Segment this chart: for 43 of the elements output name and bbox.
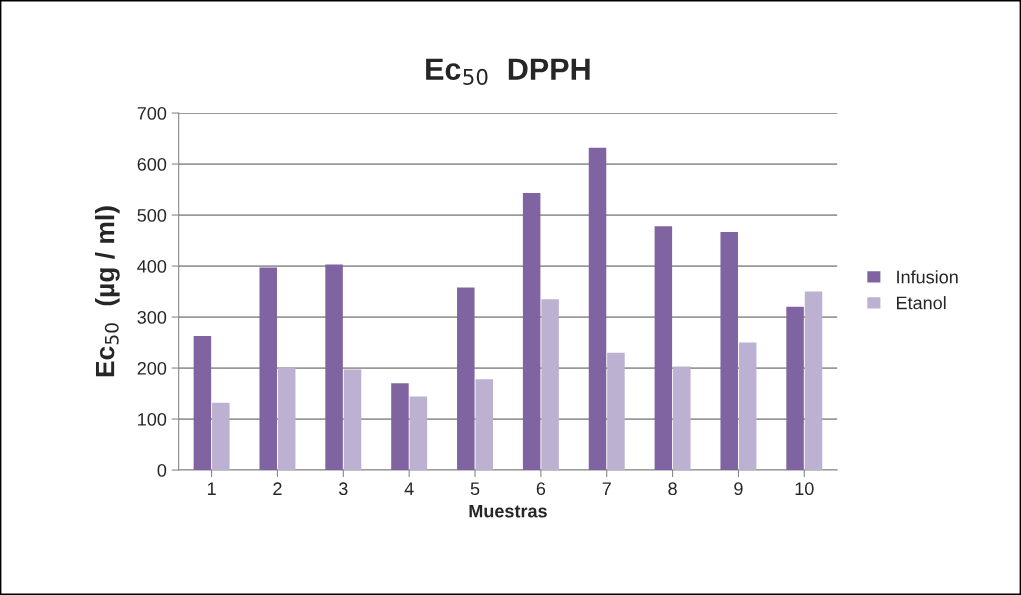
bar [654,226,673,471]
bar [277,368,296,471]
x-tick-label: 4 [404,482,414,495]
legend-label: Etanol [897,296,946,310]
bar [343,369,362,471]
chart-title: Ec$_{50}$ DPPH [426,58,590,85]
x-tick-label: 3 [338,482,348,496]
x-tick-label: 1 [207,482,216,495]
bar [738,342,757,471]
y-tick-label: 500 [137,208,167,222]
bar [804,291,823,471]
y-tick-label: 100 [138,412,167,426]
bar [588,147,607,471]
bar [475,379,493,471]
bar [720,231,738,471]
bar [325,264,343,471]
bar [193,335,212,471]
y-tick-label: 0 [157,463,167,477]
x-tick-label: 5 [470,482,480,496]
bar [522,193,541,471]
x-tick-label: 8 [668,482,677,496]
x-tick-label: 2 [273,482,282,495]
y-tick-label: 300 [137,310,167,324]
legend-label: Infusion [897,270,958,284]
bar [212,402,230,471]
x-tick-label: 6 [536,482,546,496]
bar [786,306,804,471]
bar [409,396,428,471]
x-axis-title: Muestras [469,504,547,518]
y-tick-label: 700 [137,106,167,120]
bar [607,352,625,471]
bar [541,299,559,471]
y-axis-title: Ec$_{50}$ (µg / ml) [95,206,120,377]
x-tick-label: 10 [795,482,814,496]
x-tick-label: 9 [734,482,743,496]
y-tick-label: 600 [137,157,167,171]
bar [673,366,691,471]
y-tick-label: 200 [137,361,167,375]
bar [457,287,475,471]
y-tick-label: 400 [137,259,167,273]
bar [391,383,409,471]
x-tick-label: 7 [602,482,611,495]
bar [259,267,277,471]
